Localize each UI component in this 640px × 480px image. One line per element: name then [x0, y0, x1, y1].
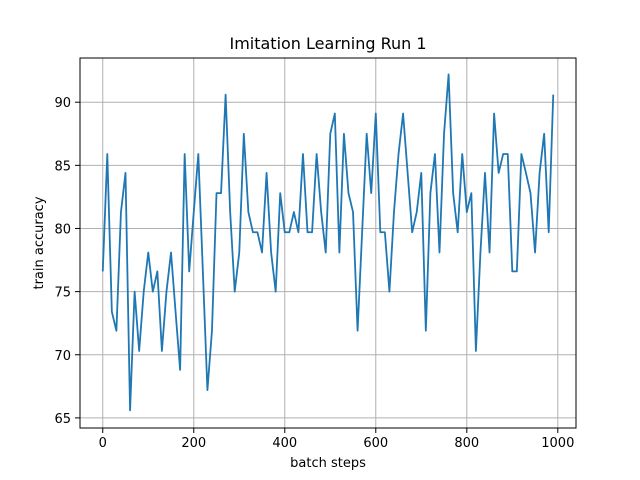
- chart-title: Imitation Learning Run 1: [229, 34, 426, 53]
- x-tick-label: 600: [363, 436, 388, 451]
- y-tick-label: 85: [54, 159, 71, 174]
- plot-frame: [79, 57, 577, 429]
- gridlines: [80, 58, 576, 428]
- y-axis-label: train accuracy: [32, 196, 47, 289]
- x-tick-label: 400: [272, 436, 297, 451]
- y-tick-label: 90: [54, 96, 71, 111]
- x-tick-label: 200: [181, 436, 206, 451]
- x-tick-label: 1000: [541, 436, 574, 451]
- series-layer: [101, 73, 555, 412]
- x-axis-label: batch steps: [290, 456, 366, 471]
- y-tick-label: 70: [54, 349, 71, 364]
- axis-ticks: 0 200 400 600 800 1000 65 70 75 80 85 90: [54, 96, 574, 451]
- x-tick-label: 0: [99, 436, 107, 451]
- series-line: [101, 73, 555, 412]
- x-tick-label: 800: [454, 436, 479, 451]
- y-tick-label: 75: [54, 286, 71, 301]
- y-tick-label: 65: [54, 412, 71, 427]
- y-tick-label: 80: [54, 222, 71, 237]
